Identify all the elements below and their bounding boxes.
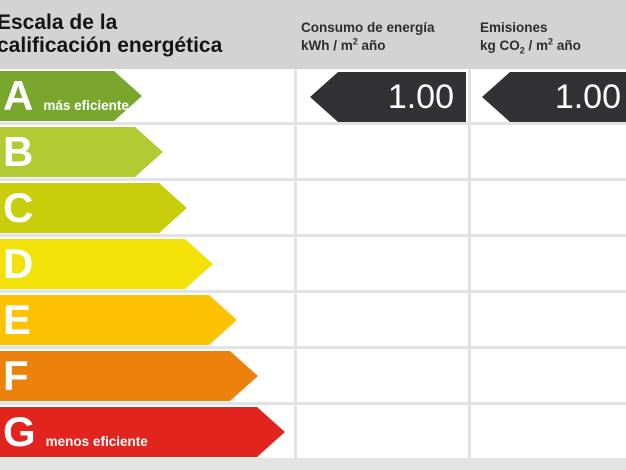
- title-line-2: calificación energética: [0, 34, 223, 57]
- rating-row-b: B: [0, 125, 626, 181]
- rating-row-d: D: [0, 237, 626, 293]
- column-header-consumo: Consumo de energía kWh / m2 año: [301, 19, 435, 55]
- column-divider-2: [468, 69, 471, 461]
- column-header-emisiones: Emisiones kg CO2 / m2 año: [480, 19, 581, 55]
- column-divider-1: [294, 69, 297, 461]
- rating-arrow-c: C: [0, 183, 187, 233]
- rating-letter-b: B: [3, 128, 34, 175]
- efficiency-label-g: menos eficiente: [45, 434, 148, 449]
- rating-arrow-f: F: [0, 351, 258, 401]
- page-title: Escala de la calificación energética: [0, 11, 222, 57]
- consumo-value-arrow: 1.00: [310, 72, 466, 122]
- rating-arrow-d: D: [0, 239, 213, 289]
- rating-letter-c: C: [3, 184, 34, 231]
- rating-letter-a: A: [3, 72, 34, 119]
- title-line-1: Escala de la: [0, 11, 118, 34]
- consumo-header-label: Consumo de energía: [301, 20, 435, 35]
- rating-arrow-b: B: [0, 127, 163, 177]
- rating-letter-f: F: [3, 352, 29, 399]
- rating-arrow-e: E: [0, 295, 237, 345]
- emisiones-unit: kg CO2 / m2 año: [480, 36, 581, 56]
- consumo-value: 1.00: [387, 78, 454, 116]
- rating-letter-e: E: [3, 296, 32, 343]
- consumo-unit: kWh / m2 año: [301, 36, 386, 53]
- emisiones-value: 1.00: [554, 78, 621, 116]
- rating-row-f: F: [0, 349, 626, 405]
- rating-letter-d: D: [3, 240, 34, 287]
- rating-letter-g: G: [3, 408, 36, 455]
- bottom-strip: [0, 461, 626, 470]
- rating-row-c: C: [0, 181, 626, 237]
- emisiones-value-arrow: 1.00: [482, 72, 626, 122]
- header: Escala de la calificación energética Con…: [0, 0, 626, 69]
- efficiency-label-a: más eficiente: [43, 98, 129, 113]
- rating-row-e: E: [0, 293, 626, 349]
- emisiones-header-label: Emisiones: [480, 20, 548, 35]
